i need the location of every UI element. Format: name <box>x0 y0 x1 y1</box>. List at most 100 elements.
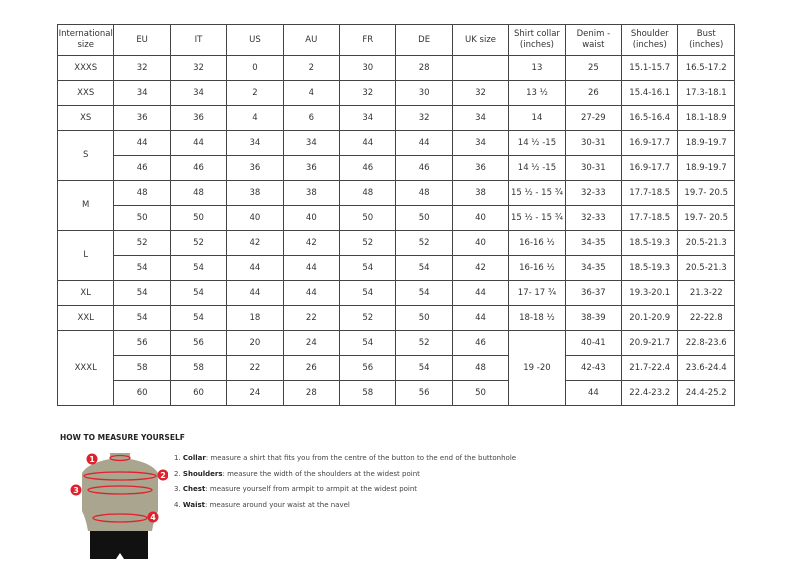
table-cell: 44 <box>113 130 171 156</box>
table-cell: 58 <box>113 355 171 381</box>
table-cell: 34 <box>113 80 171 106</box>
table-cell: 40 <box>451 230 510 256</box>
table-cell: 4 <box>226 105 284 131</box>
table-cell: 17- 17 ¾ <box>508 280 566 306</box>
table-cell: 32-33 <box>564 205 623 231</box>
how-to-measure-title: HOW TO MEASURE YOURSELF <box>60 433 185 442</box>
table-cell: 32 <box>395 105 453 131</box>
table-cell: 27-29 <box>564 105 623 131</box>
table-cell: 54 <box>395 280 453 306</box>
table-row: S 44 44 34 34 44 44 34 14 ½ -15 30-31 16.9-17.7 18.… <box>56 130 735 181</box>
table-cell: 48 <box>451 355 510 381</box>
measure-step: 1. Collar: measure a shirt that fits you… <box>174 451 516 467</box>
table-row: 58 58 22 26 56 54 48 42-43 21.7-22.4 23.6-24.4 <box>58 355 735 381</box>
svg-text:3: 3 <box>73 486 79 495</box>
table-cell: 34 <box>339 105 397 131</box>
marker-2-icon: 2 <box>157 469 168 481</box>
table-cell: 22.8-23.6 <box>677 330 735 356</box>
table-cell: 54 <box>169 280 228 306</box>
table-cell: 48 <box>113 180 171 206</box>
table-cell: 40-41 <box>564 330 623 356</box>
step-label: Waist <box>182 500 206 509</box>
table-row: 46 46 36 36 46 46 36 14 ½ -15 30-31 16.9-17.7 18.9… <box>58 155 735 181</box>
marker-4-icon: 4 <box>147 511 159 523</box>
table-cell: 14 ½ -15 <box>508 130 566 156</box>
table-cell: 52 <box>169 230 228 256</box>
table-cell: 34 <box>451 130 510 156</box>
table-cell: 16-16 ½ <box>508 255 566 281</box>
table-cell: 18 <box>226 305 284 331</box>
table-row: 50 50 40 40 50 50 40 15 ½ - 15 ¾ 32-33 17.7-18.5 1… <box>58 205 735 231</box>
table-cell: 16.5-16.4 <box>621 105 679 131</box>
table-cell: 19.7- 20.5 <box>677 205 735 231</box>
column-header: DE <box>395 24 453 56</box>
table-cell: 46 <box>339 155 397 181</box>
table-cell: 54 <box>395 255 453 281</box>
table-cell: 58 <box>169 355 228 381</box>
column-header: EU <box>113 24 171 56</box>
table-cell: 54 <box>113 255 171 281</box>
table-cell: 16-16 ½ <box>508 230 566 256</box>
table-cell: 34-35 <box>564 255 623 281</box>
intl-size-cell: XXXS <box>56 55 115 81</box>
table-cell: 14 ½ -15 <box>508 155 566 181</box>
table-cell: 46 <box>113 155 171 181</box>
table-cell: 46 <box>169 155 228 181</box>
table-cell: 17.3-18.1 <box>677 80 735 106</box>
table-cell: 13 ½ <box>508 80 566 106</box>
column-header: Shoulder (inches) <box>621 24 679 56</box>
table-cell: 54 <box>395 355 453 381</box>
table-cell: 56 <box>339 355 397 381</box>
torso-measure-figure: 1 2 3 4 <box>70 453 168 559</box>
intl-size-cell: XS <box>56 105 115 131</box>
svg-text:2: 2 <box>160 471 166 480</box>
table-cell: 30 <box>339 55 397 81</box>
table-cell: 26 <box>282 355 341 381</box>
table-cell: 54 <box>113 305 171 331</box>
step-label: Collar <box>182 454 206 462</box>
column-header: AU <box>282 24 341 56</box>
step-text: : measure a shirt that fits you from the… <box>205 454 517 462</box>
table-cell: 34 <box>282 130 341 156</box>
table-cell: 50 <box>395 205 453 231</box>
table-cell: 34 <box>226 130 284 156</box>
table-cell: 18-18 ½ <box>508 305 566 331</box>
table-cell: 26 <box>564 80 623 106</box>
step-text: : measure yourself from armpit to armpit… <box>205 485 418 493</box>
table-cell: 21.3-22 <box>677 280 735 306</box>
table-cell: 23.6-24.4 <box>677 355 735 381</box>
intl-size-cell: M <box>56 180 115 231</box>
table-cell: 16.9-17.7 <box>621 155 679 181</box>
intl-size-cell: XXXL <box>56 330 115 406</box>
table-cell: 24 <box>226 380 284 406</box>
table-cell: 44 <box>451 305 510 331</box>
intl-size-cell: XXS <box>56 80 115 106</box>
measure-step: 4. Waist: measure around your waist at t… <box>174 498 516 514</box>
table-cell: 44 <box>169 130 228 156</box>
table-cell: 48 <box>395 180 453 206</box>
column-header: Denim - waist <box>564 24 623 56</box>
table-cell: 20.5-21.3 <box>677 255 735 281</box>
table-cell: 60 <box>113 380 171 406</box>
table-cell: 52 <box>339 305 397 331</box>
table-cell: 30 <box>395 80 453 106</box>
table-cell: 15 ½ - 15 ¾ <box>508 180 566 206</box>
table-cell: 30-31 <box>564 130 623 156</box>
measure-steps: 1. Collar: measure a shirt that fits you… <box>174 451 516 513</box>
table-cell: 50 <box>169 205 228 231</box>
marker-1-icon: 1 <box>86 453 98 465</box>
column-header: US <box>226 24 284 56</box>
column-header: Bust (inches) <box>677 24 735 56</box>
table-cell: 32 <box>169 55 228 81</box>
table-cell: 36 <box>113 105 171 131</box>
table-cell: 32-33 <box>564 180 623 206</box>
table-cell: 16.9-17.7 <box>621 130 679 156</box>
table-cell: 44 <box>339 130 397 156</box>
table-cell: 38 <box>282 180 341 206</box>
table-cell: 36 <box>282 155 341 181</box>
table-row: M 48 48 38 38 48 48 38 15 ½ - 15 ¾ 32-33 17.7-18.5… <box>56 180 735 231</box>
table-cell: 38-39 <box>564 305 623 331</box>
table-cell: 42-43 <box>564 355 623 381</box>
step-text: : measure around your waist at the navel <box>205 500 350 509</box>
table-cell: 42 <box>451 255 510 281</box>
